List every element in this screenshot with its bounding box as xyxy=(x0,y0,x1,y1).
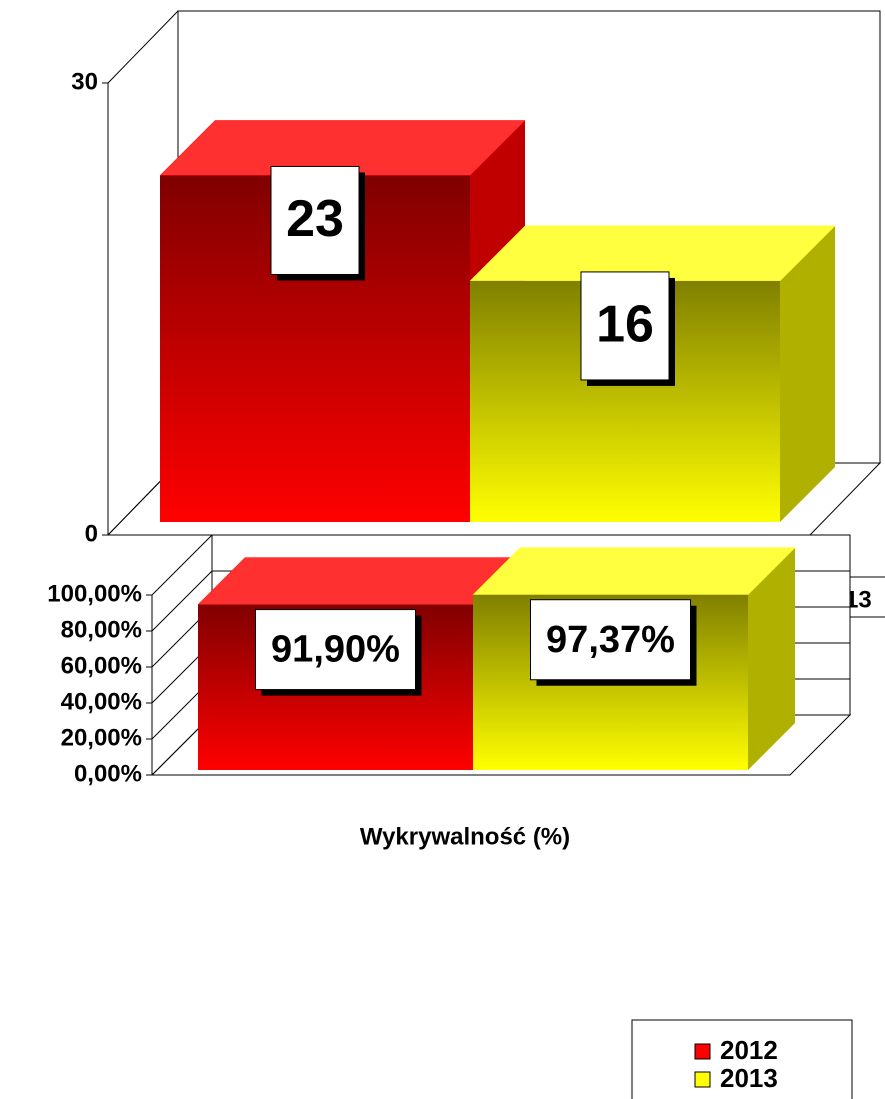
legend-swatch xyxy=(694,1043,711,1060)
y-tick-label: 100,00% xyxy=(47,580,142,607)
value-label: 16 xyxy=(596,296,654,354)
value-label: 97,37% xyxy=(546,619,675,661)
grid-line xyxy=(151,534,213,596)
y-tick-label: 0 xyxy=(85,520,98,547)
value-label-box xyxy=(580,271,670,381)
y-tick-label: 40,00% xyxy=(61,688,142,715)
y-tick-label: 30 xyxy=(71,68,98,95)
grid-line xyxy=(151,570,213,632)
value-label-box xyxy=(255,609,416,691)
bar-side xyxy=(748,547,795,770)
value-label: 23 xyxy=(286,190,344,248)
x-category-label: Wykrywalność (%) xyxy=(360,823,570,850)
y-tick-label: 20,00% xyxy=(61,724,142,751)
legend xyxy=(631,1019,853,1099)
value-label-box xyxy=(530,599,691,681)
bar-top xyxy=(197,557,521,605)
value-label-box xyxy=(270,165,360,275)
legend-swatch xyxy=(694,1071,711,1088)
value-label: 91,90% xyxy=(271,629,400,671)
bar-side xyxy=(780,225,835,522)
y-tick-label: 60,00% xyxy=(61,652,142,679)
y-tick-label: 80,00% xyxy=(61,616,142,643)
grid-line xyxy=(107,10,179,84)
y-tick-label: 0,00% xyxy=(74,760,142,787)
bar-top xyxy=(472,547,796,595)
legend-label: 2013 xyxy=(720,1063,778,1093)
legend-label: 2012 xyxy=(720,1035,778,1065)
